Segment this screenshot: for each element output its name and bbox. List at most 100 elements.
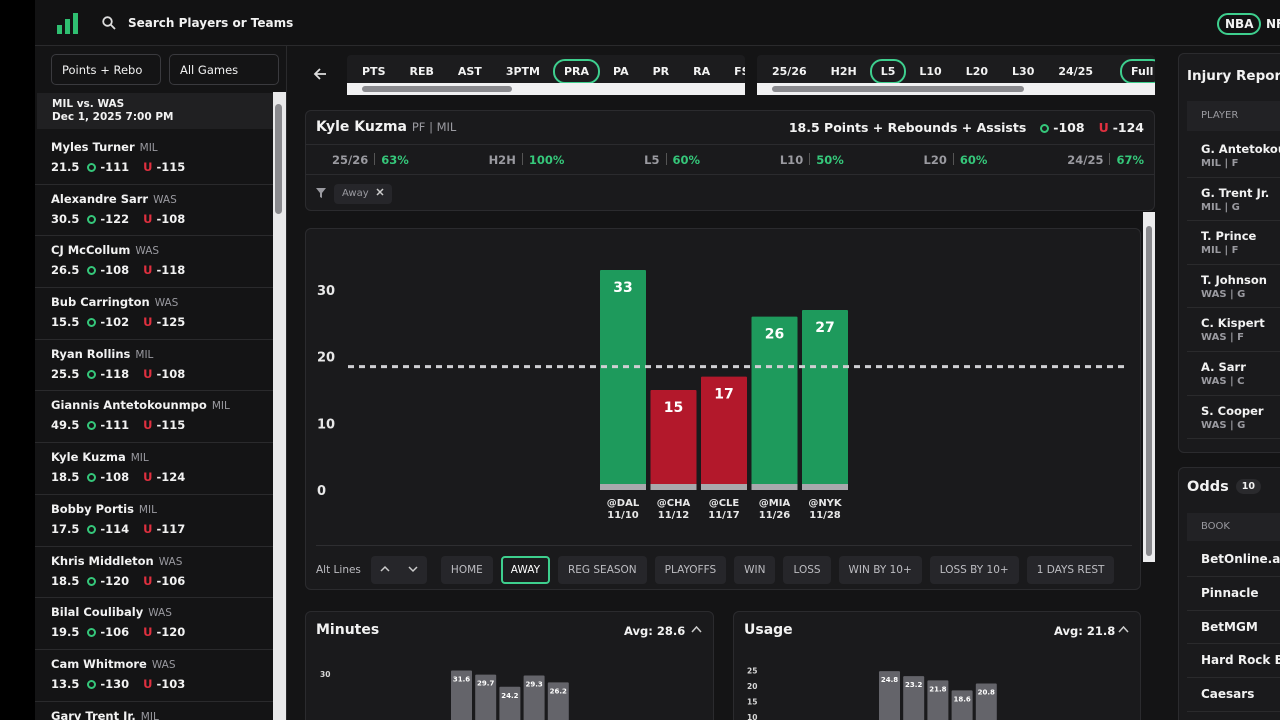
player-team: MIL xyxy=(138,503,157,516)
scroll-thumb[interactable] xyxy=(772,86,1024,92)
under-odds[interactable]: -124 xyxy=(1112,120,1144,135)
alt-line-up[interactable] xyxy=(370,556,399,584)
book-row[interactable]: Pinnacle xyxy=(1187,577,1280,611)
game-filter[interactable]: REG SEASON xyxy=(557,556,647,584)
half-tab[interactable]: Full xyxy=(1120,59,1155,84)
game-filter[interactable]: PLAYOFFS xyxy=(654,556,727,584)
stat-tab[interactable]: PTS xyxy=(362,65,386,78)
injury-row[interactable]: S. Cooper WAS | G xyxy=(1187,396,1280,440)
over-icon xyxy=(87,524,97,534)
player-name: Bobby Portis xyxy=(51,501,134,516)
player-row[interactable]: Giannis Antetokounmpo MIL 49.5 -111 U -115 xyxy=(35,391,273,444)
player-row[interactable]: Myles Turner MIL 21.5 -111 U -115 xyxy=(35,133,273,185)
bar-value-label: 31.6 xyxy=(453,675,470,683)
bar xyxy=(451,670,472,720)
book-row[interactable]: Caesars xyxy=(1187,678,1280,712)
player-row[interactable]: Cam Whitmore WAS 13.5 -130 U -103 xyxy=(35,650,273,702)
chip-label: Away xyxy=(342,188,369,199)
player-row[interactable]: Bobby Portis MIL 17.5 -114 U -117 xyxy=(35,495,273,547)
league-tab[interactable]: NF xyxy=(1266,17,1280,31)
league-tab[interactable]: NBA xyxy=(1217,13,1262,35)
player-row[interactable]: CJ McCollum WAS 26.5 -108 U -118 xyxy=(35,236,273,289)
stat-tab[interactable]: AST xyxy=(457,65,482,78)
injury-row[interactable]: G. Trent Jr. MIL | G xyxy=(1187,178,1280,222)
bar-value-label: 33 xyxy=(613,280,632,296)
stat-tab[interactable]: RA xyxy=(693,65,711,78)
hit-label: H2H xyxy=(488,153,516,167)
book-row[interactable]: BetMGM xyxy=(1187,611,1280,645)
stat-tab[interactable]: FS xyxy=(734,65,745,78)
search-input[interactable]: Search Players or Teams xyxy=(128,16,294,30)
book-row[interactable]: BetOnline.ag xyxy=(1187,543,1280,577)
game-filter[interactable]: 1 DAYS REST xyxy=(1026,556,1115,584)
player-name: Kyle Kuzma PF | MIL xyxy=(316,119,456,135)
logo[interactable] xyxy=(57,13,79,35)
injury-row[interactable]: C. Kispert WAS | F xyxy=(1187,308,1280,352)
player-row-head: Bub Carrington WAS xyxy=(51,295,257,309)
scroll-thumb[interactable] xyxy=(275,104,282,214)
injury-row[interactable]: G. Antetokounmpo MIL | F xyxy=(1187,134,1280,178)
stat-tab[interactable]: PA xyxy=(613,65,629,78)
injury-row[interactable]: A. Sarr WAS | C xyxy=(1187,352,1280,396)
player-name: Giannis Antetokounmpo xyxy=(51,398,207,413)
game-filter[interactable]: LOSS xyxy=(783,556,831,584)
bar-value-label: 26.2 xyxy=(550,687,567,695)
game-filter[interactable]: HOME xyxy=(440,556,493,584)
alt-line-down[interactable] xyxy=(398,556,427,584)
game-header[interactable]: MIL vs. WAS Dec 1, 2025 7:00 PM xyxy=(37,93,273,129)
player-odds: 17.5 -114 U -117 xyxy=(51,522,257,536)
injury-row[interactable]: T. Johnson WAS | G xyxy=(1187,265,1280,309)
period-tab[interactable]: L5 xyxy=(869,59,907,84)
injury-detail: MIL | F xyxy=(1201,158,1239,169)
alt-lines-label: Alt Lines xyxy=(316,564,361,576)
over-odds: -108 xyxy=(100,263,130,278)
stat-tab[interactable]: PR xyxy=(652,65,670,78)
over-odds[interactable]: -108 xyxy=(1053,120,1085,135)
player-row[interactable]: Ryan Rollins MIL 25.5 -118 U -108 xyxy=(35,340,273,392)
period-tab[interactable]: H2H xyxy=(830,65,857,78)
y-tick-label: 30 xyxy=(320,670,330,679)
collapse-button[interactable] xyxy=(691,625,702,634)
player-row[interactable]: Kyle Kuzma MIL 18.5 -108 U -124 xyxy=(35,443,273,495)
bar-value-label: 26 xyxy=(765,327,784,343)
scroll-thumb[interactable] xyxy=(1146,226,1152,556)
over-icon xyxy=(87,576,97,586)
game-filter[interactable]: LOSS BY 10+ xyxy=(929,556,1019,584)
stat-tab[interactable]: REB xyxy=(409,65,434,78)
games-filter[interactable]: All Games xyxy=(169,54,279,85)
usage-chart: 25 20 15 10 24.8 23.2 21.8 18.6 20.8 xyxy=(747,667,997,720)
game-filter[interactable]: WIN BY 10+ xyxy=(838,556,922,584)
close-icon[interactable] xyxy=(376,188,384,196)
player-row[interactable]: Gary Trent Jr. MIL xyxy=(35,702,273,720)
filter-label: All Games xyxy=(180,63,239,77)
stat-tab[interactable]: PRA xyxy=(553,59,601,84)
player-row[interactable]: Alexandre Sarr WAS 30.5 -122 U -108 xyxy=(35,185,273,237)
prop-line: 18.5 xyxy=(51,470,80,485)
collapse-button[interactable] xyxy=(1118,625,1129,634)
period-tab[interactable]: 24/25 xyxy=(1058,65,1094,78)
player-row[interactable]: Khris Middleton WAS 18.5 -120 U -106 xyxy=(35,547,273,599)
period-tab[interactable]: L10 xyxy=(919,65,942,78)
hit-rate: L20 60% xyxy=(924,153,987,167)
injury-row[interactable]: T. Prince MIL | F xyxy=(1187,221,1280,265)
filter-chip[interactable]: Away xyxy=(334,184,392,204)
hit-label: 24/25 xyxy=(1067,153,1104,167)
game-filter[interactable]: WIN xyxy=(734,556,776,584)
period-tab[interactable]: L20 xyxy=(965,65,989,78)
player-row[interactable]: Bub Carrington WAS 15.5 -102 U -125 xyxy=(35,288,273,340)
book-row[interactable]: Hard Rock Bet xyxy=(1187,644,1280,679)
over-icon xyxy=(87,266,97,276)
player-row[interactable]: Bilal Coulibaly WAS 19.5 -106 U -120 xyxy=(35,598,273,650)
back-button[interactable] xyxy=(312,66,328,82)
prop-filter[interactable]: Points + Rebo xyxy=(51,54,161,85)
period-tab[interactable]: L30 xyxy=(1012,65,1035,78)
scroll-thumb[interactable] xyxy=(362,86,512,92)
game-filter[interactable]: AWAY xyxy=(500,556,550,584)
hit-rate: 24/25 67% xyxy=(1067,153,1144,167)
period-tab[interactable]: 25/26 xyxy=(772,65,807,78)
bar-base xyxy=(600,484,646,490)
scroll-track xyxy=(347,83,745,95)
stat-tab[interactable]: 3PTM xyxy=(505,65,540,78)
